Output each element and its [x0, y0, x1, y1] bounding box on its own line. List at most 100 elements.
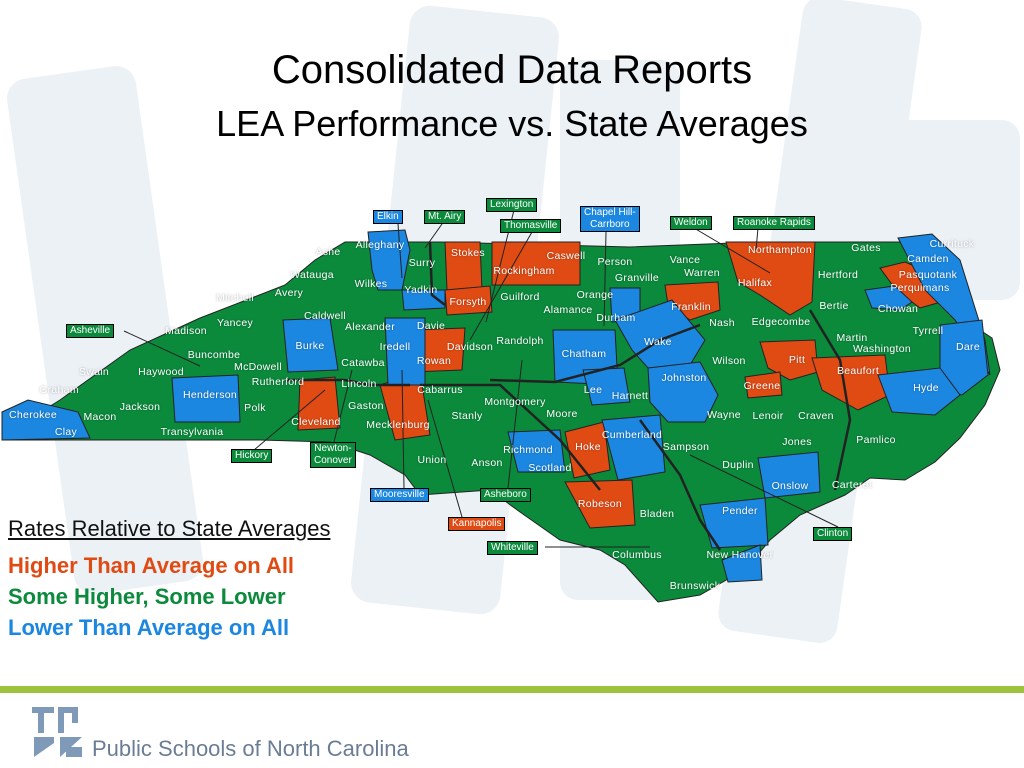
county-label: Lee [583, 384, 603, 396]
county-label: Brunswick [669, 580, 721, 592]
county-label: Halifax [737, 277, 773, 289]
callout-leader [755, 227, 759, 251]
county-label: Edgecombe [751, 316, 811, 328]
nc-county-map: Ashe Alleghany Surry Stokes Rockingham Caswel… [0, 190, 1024, 610]
county-label: Forsyth [449, 296, 487, 308]
region-boundary [285, 378, 410, 387]
callout-leader [689, 454, 839, 528]
county-label: Stanly [451, 410, 483, 422]
district-callout: Newton- Conover [310, 442, 356, 468]
county-region-lower [282, 317, 339, 373]
county-label: Clay [54, 426, 78, 438]
district-callout: Kannapolis [448, 517, 506, 531]
county-label: Perquimans [890, 282, 950, 294]
county-label: Duplin [722, 459, 754, 471]
county-region-lower [171, 374, 241, 423]
callout-leader [401, 369, 405, 489]
county-region-higher [744, 371, 783, 399]
county-label: Dare [956, 341, 980, 353]
county-label: Washington [852, 343, 912, 355]
county-label: Wayne [707, 409, 741, 421]
county-region-lower [897, 233, 991, 376]
county-label: Rutherford [251, 376, 305, 388]
county-label: Wilkes [354, 278, 388, 290]
county-label: Pasquotank [898, 269, 958, 281]
county-label: Caswell [546, 250, 586, 262]
county-label: Alexander [345, 321, 395, 333]
county-label: Hoke [575, 441, 601, 453]
county-label: Harnett [611, 390, 649, 402]
county-region-lower [507, 429, 566, 473]
county-label: McDowell [234, 361, 282, 373]
county-label: Ashe [315, 246, 341, 258]
county-label: Martin [836, 332, 868, 344]
county-label: Alamance [543, 304, 593, 316]
county-label: Union [417, 454, 447, 466]
county-label: Jackson [119, 401, 161, 413]
callout-leader [397, 223, 403, 279]
county-label: Moore [546, 408, 578, 420]
district-callout: Whiteville [487, 541, 538, 555]
county-label: Craven [798, 410, 834, 422]
county-label: Durham [596, 312, 636, 324]
district-callout: Mt. Airy [424, 210, 466, 224]
district-callout: Lexington [486, 198, 538, 212]
county-label: Graham [39, 384, 79, 396]
county-label: Jones [782, 436, 812, 448]
district-callout: Chapel Hill- Carrboro [580, 206, 640, 232]
county-label: Northampton [748, 244, 812, 256]
legend-heading: Rates Relative to State Averages [8, 516, 331, 541]
county-region-lower [864, 285, 913, 311]
county-label: Mitchell [216, 292, 254, 304]
dpi-logo-icon [32, 707, 82, 757]
county-region-lower [1, 399, 91, 441]
district-callout: Asheville [66, 324, 115, 338]
county-region-higher [759, 339, 819, 381]
county-label: Wilson [712, 355, 746, 367]
callout-leader [427, 399, 463, 518]
callout-leader [253, 389, 326, 451]
county-label: Avery [274, 287, 304, 299]
county-label: Yancey [216, 317, 254, 329]
county-label: Robeson [577, 498, 623, 510]
county-label: Greene [743, 380, 781, 392]
county-label: Chowan [877, 303, 919, 315]
county-label: Anson [471, 457, 503, 469]
county-region-higher [297, 376, 341, 431]
callout-leader [123, 330, 201, 367]
county-label: Cleveland [291, 416, 341, 428]
county-region-lower [647, 361, 719, 423]
county-label: Sampson [662, 441, 710, 453]
region-boundary [420, 383, 601, 491]
county-label: Gates [851, 242, 881, 254]
county-label: Scotland [528, 462, 572, 474]
county-label: Johnston [661, 372, 707, 384]
county-label: Bertie [819, 300, 849, 312]
county-regions [1, 209, 1001, 603]
county-label: Richmond [503, 444, 553, 456]
county-region-higher [444, 285, 493, 316]
callout-leader [333, 369, 353, 443]
county-label: Catawba [341, 357, 385, 369]
district-callout: Asheboro [480, 488, 531, 502]
county-label: Hertford [817, 269, 859, 281]
county-label: Orange [576, 289, 614, 301]
callout-leader [469, 231, 533, 341]
page-title: Consolidated Data Reports [271, 48, 753, 92]
county-label: Caldwell [303, 310, 347, 322]
region-boundary [489, 323, 701, 384]
county-label: Macon [83, 411, 117, 423]
county-label: New Hanover [706, 549, 774, 561]
county-label: Montgomery [484, 396, 546, 408]
county-region-higher [811, 354, 891, 411]
district-callout: Mooresville [370, 488, 429, 502]
district-callout: Thomasville [500, 219, 562, 233]
county-label: Alleghany [355, 239, 405, 251]
county-label: Camden [907, 253, 949, 265]
county-label: Cumberland [601, 429, 663, 441]
region-boundary [808, 309, 852, 491]
county-region-lower [877, 367, 961, 416]
county-label: Carteret [831, 479, 873, 491]
county-label: Mecklenburg [366, 419, 430, 431]
county-label: Davie [416, 320, 446, 332]
